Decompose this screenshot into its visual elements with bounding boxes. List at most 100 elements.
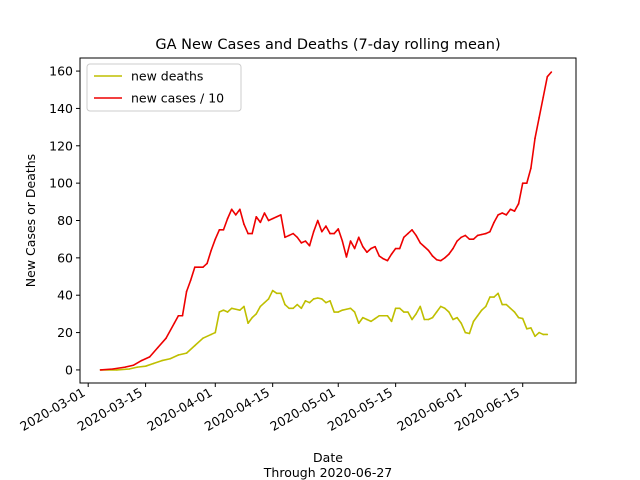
data-point-new-deaths bbox=[116, 369, 118, 371]
data-point-new-cases-10 bbox=[321, 230, 323, 233]
data-point-new-deaths bbox=[534, 335, 536, 338]
data-point-new-cases-10 bbox=[239, 208, 241, 211]
data-point-new-cases-10 bbox=[448, 253, 450, 255]
data-point-new-deaths bbox=[444, 307, 446, 310]
data-point-new-cases-10 bbox=[517, 202, 520, 205]
data-point-new-deaths bbox=[292, 307, 294, 310]
data-point-new-cases-10 bbox=[181, 314, 184, 317]
data-point-new-deaths bbox=[493, 296, 495, 298]
data-point-new-cases-10 bbox=[230, 208, 233, 211]
data-point-new-deaths bbox=[411, 318, 413, 321]
data-point-new-cases-10 bbox=[550, 71, 553, 73]
data-point-new-deaths bbox=[456, 316, 458, 319]
data-point-new-deaths bbox=[415, 313, 417, 315]
data-point-new-cases-10 bbox=[423, 245, 426, 248]
data-point-new-cases-10 bbox=[386, 259, 389, 262]
data-point-new-deaths bbox=[284, 303, 286, 306]
data-point-new-deaths bbox=[489, 296, 491, 298]
data-point-new-cases-10 bbox=[218, 229, 221, 231]
data-point-new-deaths bbox=[177, 354, 180, 356]
data-point-new-cases-10 bbox=[111, 368, 114, 370]
data-point-new-cases-10 bbox=[234, 214, 237, 216]
data-point-new-deaths bbox=[501, 303, 504, 306]
data-point-new-deaths bbox=[366, 318, 368, 321]
data-point-new-cases-10 bbox=[485, 232, 487, 235]
data-point-new-deaths bbox=[136, 366, 139, 368]
data-point-new-cases-10 bbox=[173, 322, 176, 325]
data-point-new-deaths bbox=[210, 333, 212, 336]
data-point-new-deaths bbox=[452, 318, 454, 321]
data-point-new-cases-10 bbox=[398, 247, 401, 250]
data-point-new-cases-10 bbox=[259, 221, 262, 224]
data-point-new-deaths bbox=[169, 357, 171, 360]
data-point-new-cases-10 bbox=[189, 279, 192, 282]
y-axis-ticks: 0 20 40 60 80 100 120 140 160 bbox=[49, 64, 80, 377]
data-point-new-cases-10 bbox=[362, 245, 364, 248]
data-point-new-cases-10 bbox=[468, 238, 471, 240]
data-point-new-deaths bbox=[513, 311, 516, 313]
data-point-new-cases-10 bbox=[480, 233, 483, 236]
data-point-new-cases-10 bbox=[370, 247, 372, 250]
data-point-new-cases-10 bbox=[341, 240, 344, 242]
data-point-new-deaths bbox=[300, 307, 303, 310]
data-point-new-deaths bbox=[468, 332, 471, 335]
data-point-new-cases-10 bbox=[411, 229, 413, 231]
data-point-new-cases-10 bbox=[288, 234, 290, 237]
data-point-new-deaths bbox=[267, 298, 270, 300]
data-point-new-cases-10 bbox=[460, 236, 463, 239]
data-point-new-cases-10 bbox=[140, 359, 143, 362]
y-tick-label: 0 bbox=[65, 362, 73, 377]
data-point-new-cases-10 bbox=[394, 247, 397, 250]
data-point-new-deaths bbox=[476, 314, 479, 317]
data-point-new-cases-10 bbox=[214, 238, 217, 240]
y-tick-label: 60 bbox=[57, 250, 73, 265]
data-point-new-deaths bbox=[325, 301, 327, 304]
data-point-new-cases-10 bbox=[333, 232, 335, 235]
plot-frame bbox=[79, 57, 577, 384]
data-point-new-deaths bbox=[214, 331, 217, 334]
plot-area bbox=[99, 71, 553, 371]
data-point-new-cases-10 bbox=[312, 230, 315, 233]
data-point-new-deaths bbox=[448, 311, 450, 313]
y-tick-label: 40 bbox=[57, 288, 73, 303]
data-point-new-deaths bbox=[370, 320, 372, 323]
data-point-new-deaths bbox=[226, 311, 229, 313]
data-point-new-deaths bbox=[243, 305, 245, 308]
data-point-new-cases-10 bbox=[538, 116, 540, 119]
data-point-new-deaths bbox=[509, 307, 512, 310]
data-point-new-deaths bbox=[321, 298, 323, 300]
data-point-new-cases-10 bbox=[251, 232, 253, 235]
data-point-new-deaths bbox=[263, 301, 266, 304]
data-point-new-deaths bbox=[538, 331, 540, 334]
data-point-new-cases-10 bbox=[366, 251, 368, 254]
data-point-new-cases-10 bbox=[419, 242, 422, 244]
data-point-new-cases-10 bbox=[226, 217, 229, 220]
data-point-new-deaths bbox=[234, 308, 237, 311]
y-tick-label: 80 bbox=[57, 213, 73, 228]
data-point-new-cases-10 bbox=[296, 236, 299, 239]
data-point-new-cases-10 bbox=[542, 96, 545, 99]
data-point-new-deaths bbox=[403, 311, 405, 313]
data-point-new-deaths bbox=[251, 316, 253, 319]
data-point-new-deaths bbox=[271, 289, 274, 292]
data-point-new-deaths bbox=[333, 311, 335, 313]
data-point-new-deaths bbox=[288, 307, 290, 310]
data-point-new-cases-10 bbox=[407, 232, 409, 235]
data-point-new-deaths bbox=[386, 314, 389, 317]
data-point-new-deaths bbox=[345, 308, 348, 311]
data-point-new-deaths bbox=[526, 328, 528, 330]
data-point-new-cases-10 bbox=[271, 217, 274, 220]
data-point-new-deaths bbox=[419, 305, 422, 308]
data-point-new-cases-10 bbox=[534, 137, 536, 140]
data-point-new-deaths bbox=[304, 300, 307, 302]
data-point-new-deaths bbox=[517, 316, 520, 319]
data-point-new-cases-10 bbox=[243, 223, 245, 226]
data-point-new-deaths bbox=[275, 292, 278, 295]
data-point-new-cases-10 bbox=[353, 247, 356, 250]
data-point-new-deaths bbox=[505, 303, 508, 306]
data-point-new-deaths bbox=[128, 368, 130, 370]
data-point-new-cases-10 bbox=[185, 290, 188, 293]
data-point-new-cases-10 bbox=[157, 346, 159, 349]
data-point-new-cases-10 bbox=[415, 234, 417, 237]
data-point-new-cases-10 bbox=[505, 214, 508, 216]
